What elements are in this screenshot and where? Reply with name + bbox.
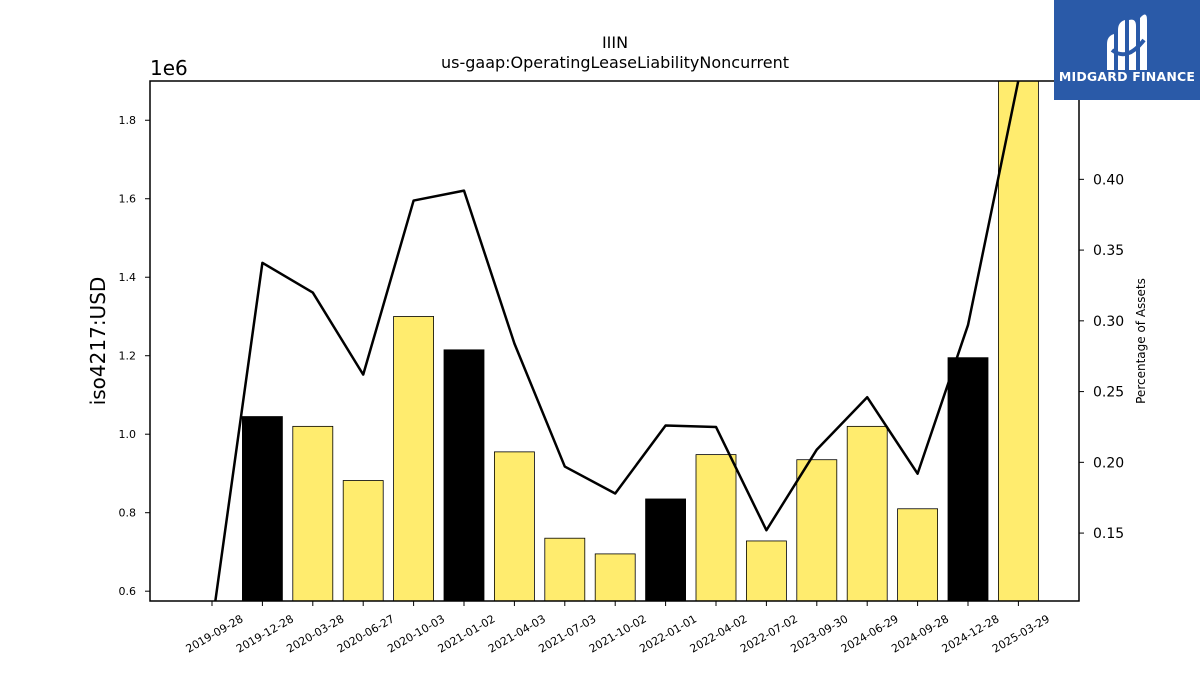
- y2-axis: 0.15 0.20 0.25 0.30 0.35 0.40: [1079, 172, 1124, 542]
- bar-series: [241, 81, 1039, 601]
- bar: [544, 537, 586, 601]
- y-axis-label: iso4217:USD: [86, 277, 110, 406]
- y2-tick-label: 0.40: [1093, 172, 1124, 188]
- y2-axis-label: Percentage of Assets: [1134, 278, 1148, 404]
- chart-title: IIIN: [602, 33, 628, 52]
- chart-subtitle: us-gaap:OperatingLeaseLiabilityNoncurren…: [441, 53, 789, 72]
- bar: [746, 540, 787, 601]
- y2-tick-label: 0.15: [1093, 526, 1124, 542]
- y-multiplier-label: 1e6: [150, 56, 188, 80]
- y-tick-label: 1.4: [119, 271, 137, 284]
- bar: [292, 425, 334, 601]
- y2-tick-label: 0.30: [1093, 314, 1124, 330]
- plot-frame: [149, 80, 1080, 602]
- x-axis: 2019-09-282019-12-282020-03-282020-06-27…: [184, 601, 1052, 656]
- bar: [897, 508, 938, 601]
- y2-tick-label: 0.25: [1093, 385, 1124, 401]
- bar: [846, 425, 888, 601]
- logo-mark-icon: [1107, 14, 1147, 71]
- x-tick-label: 2025-03-29: [990, 612, 1052, 655]
- y-tick-label: 1.2: [119, 350, 137, 363]
- logo-text: MIDGARD FINANCE: [1058, 69, 1196, 84]
- y2-tick-label: 0.35: [1093, 243, 1124, 259]
- y2-tick-label: 0.20: [1093, 455, 1124, 471]
- y-tick-label: 0.8: [119, 507, 137, 520]
- bar: [594, 553, 636, 601]
- bar: [443, 349, 485, 601]
- percentage-line: [214, 81, 1020, 601]
- bar: [695, 454, 737, 601]
- y-tick-label: 0.6: [119, 585, 137, 598]
- bar: [241, 416, 283, 601]
- bar: [998, 81, 1039, 601]
- logo: MIDGARD FINANCE: [1054, 0, 1200, 100]
- bar: [645, 498, 686, 601]
- bar: [393, 316, 435, 601]
- line-series: [214, 81, 1020, 601]
- y-tick-label: 1.8: [119, 114, 137, 127]
- bar: [342, 480, 384, 601]
- bar: [796, 459, 838, 601]
- y-axis: 0.6 0.8 1.0 1.2 1.4 1.6 1.8: [119, 114, 150, 598]
- y-tick-label: 1.6: [119, 193, 137, 206]
- bar: [493, 451, 535, 601]
- bar: [947, 357, 989, 601]
- y-tick-label: 1.0: [119, 428, 137, 441]
